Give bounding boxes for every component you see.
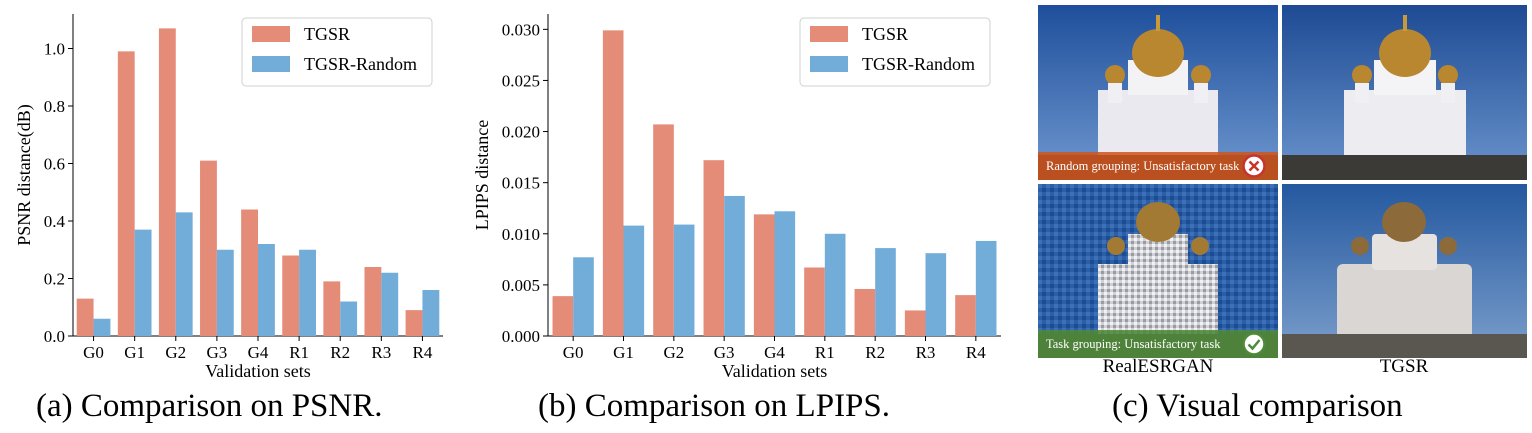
bar-tgsr <box>76 298 94 336</box>
banner-random-text: Random grouping: Unsatisfactory task <box>1046 158 1240 173</box>
bar-tgsr <box>323 281 341 336</box>
bar-tgsr <box>703 160 725 336</box>
bar-tgsr-random <box>381 272 399 336</box>
bar-tgsr <box>804 267 825 336</box>
legend-swatch-tgsr <box>252 26 290 42</box>
x-tick-label: R4 <box>966 343 986 362</box>
y-tick-label: 0.6 <box>44 155 65 174</box>
x-tick-label: R3 <box>916 343 936 362</box>
x-tick-label: G3 <box>206 343 227 362</box>
y-tick-label: 0.005 <box>502 276 540 295</box>
bar-tgsr <box>282 255 300 336</box>
x-tick-label: R1 <box>815 343 835 362</box>
bar-tgsr-random <box>925 253 947 336</box>
bar-tgsr-random <box>299 249 316 336</box>
bar-tgsr-random <box>623 225 645 336</box>
bar-tgsr-random <box>975 240 997 336</box>
caption-a: (a) Comparison on PSNR. <box>36 388 383 424</box>
legend-swatch-tgsr-random <box>810 56 848 72</box>
y-tick-label: 0.030 <box>502 20 540 39</box>
x-tick-label: G4 <box>248 343 269 362</box>
banner-task-grouping: Task grouping: Unsatisfactory task <box>1038 330 1278 358</box>
bar-tgsr <box>753 214 775 336</box>
bar-tgsr-random <box>93 318 111 336</box>
y-tick-label: 0.025 <box>502 71 540 90</box>
bar-tgsr <box>117 51 135 336</box>
bar-tgsr-random <box>875 248 896 336</box>
y-tick-label: 0.020 <box>502 123 540 142</box>
x-tick-label: G1 <box>124 343 145 362</box>
photo-realesrgan: Task grouping: Unsatisfactory task <box>1038 184 1278 358</box>
photo-tgsr-bottom <box>1282 184 1527 358</box>
caption-b: (b) Comparison on LPIPS. <box>538 388 891 424</box>
x-tick-label: G0 <box>563 343 584 362</box>
x-axis-label: Validation sets <box>205 361 311 381</box>
caption-c: (c) Visual comparison <box>1112 388 1403 424</box>
x-tick-label: R1 <box>289 343 309 362</box>
bar-tgsr <box>158 28 176 336</box>
bar-tgsr-random <box>134 229 152 336</box>
x-tick-label: R2 <box>330 343 350 362</box>
bar-tgsr <box>653 124 674 337</box>
check-circle-icon <box>1242 332 1266 356</box>
y-tick-label: 0.000 <box>502 327 540 346</box>
bar-tgsr-random <box>573 257 594 336</box>
y-tick-label: 0.2 <box>44 270 65 289</box>
legend-label: TGSR <box>862 24 908 44</box>
bar-tgsr-random <box>216 249 234 336</box>
x-tick-label: G4 <box>764 343 785 362</box>
legend-swatch-tgsr <box>810 26 848 42</box>
bar-tgsr-random <box>340 301 358 336</box>
x-tick-label: G0 <box>83 343 104 362</box>
bar-tgsr-random <box>258 244 275 336</box>
legend-label: TGSR <box>304 24 350 44</box>
x-tick-label: R4 <box>413 343 433 362</box>
bar-tgsr <box>364 267 382 336</box>
label-tgsr: TGSR <box>1379 356 1429 377</box>
bar-tgsr <box>405 310 423 336</box>
y-tick-label: 0.4 <box>44 212 66 231</box>
legend-swatch-tgsr-random <box>252 56 290 72</box>
banner-task-text: Task grouping: Unsatisfactory task <box>1046 336 1221 351</box>
church-illustration <box>1282 5 1527 180</box>
x-tick-label: G2 <box>165 343 186 362</box>
bar-tgsr <box>854 288 876 336</box>
y-axis-label: PSNR distance(dB) <box>14 104 35 246</box>
church-illustration-smooth <box>1282 184 1527 358</box>
banner-random-grouping: Random grouping: Unsatisfactory task <box>1038 152 1278 180</box>
x-tick-label: R2 <box>865 343 885 362</box>
x-tick-label: G3 <box>714 343 735 362</box>
bar-tgsr-random <box>175 212 193 336</box>
bar-tgsr-random <box>724 195 745 336</box>
legend-label: TGSR-Random <box>862 54 975 74</box>
legend-label: TGSR-Random <box>304 54 417 74</box>
bar-tgsr-random <box>774 211 796 336</box>
y-tick-label: 0.010 <box>502 225 540 244</box>
x-tick-label: G2 <box>663 343 684 362</box>
cross-circle-icon <box>1242 154 1266 178</box>
bar-tgsr-random <box>824 233 846 336</box>
label-realesrgan: RealESRGAN <box>1102 356 1214 377</box>
y-axis-label: LPIPS distance <box>472 120 492 231</box>
bar-tgsr <box>955 295 976 336</box>
x-axis-label: Validation sets <box>722 361 828 381</box>
x-tick-label: R3 <box>371 343 391 362</box>
photo-tgsr-top <box>1282 5 1527 180</box>
bar-tgsr <box>241 209 258 336</box>
bar-tgsr <box>904 310 926 336</box>
y-tick-label: 1.0 <box>44 40 65 59</box>
photo-random-grouping: Random grouping: Unsatisfactory task <box>1038 5 1278 180</box>
bar-tgsr <box>602 30 624 336</box>
bar-tgsr-random <box>673 224 695 336</box>
y-tick-label: 0.8 <box>44 97 65 116</box>
y-tick-label: 0.0 <box>44 327 65 346</box>
bar-tgsr <box>200 160 217 336</box>
y-tick-label: 0.015 <box>502 174 540 193</box>
bar-tgsr-random <box>422 290 440 336</box>
bar-tgsr <box>552 296 574 336</box>
x-tick-label: G1 <box>613 343 634 362</box>
